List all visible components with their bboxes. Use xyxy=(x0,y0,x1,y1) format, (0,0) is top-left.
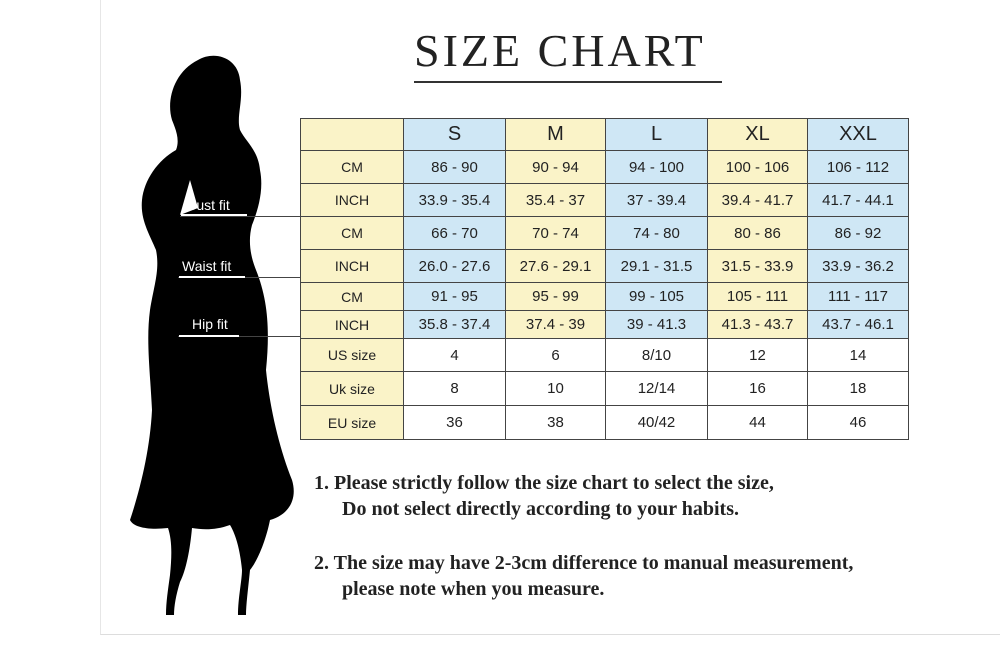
header-corner xyxy=(300,118,404,151)
table-cell: 106 - 112 xyxy=(807,150,909,184)
table-cell: 105 - 111 xyxy=(707,282,808,311)
table-cell: 41.3 - 43.7 xyxy=(707,310,808,339)
waist-fit-label: Waist fit xyxy=(182,258,232,274)
table-row: EU size 36 38 40/42 44 46 xyxy=(300,405,909,440)
waist-underline xyxy=(179,276,245,278)
table-cell: 8/10 xyxy=(605,338,708,372)
hip-underline xyxy=(179,335,239,337)
size-header-s: S xyxy=(403,118,506,151)
table-cell: 86 - 90 xyxy=(403,150,506,184)
note-1: 1. Please strictly follow the size chart… xyxy=(314,470,774,522)
page-title: SIZE CHART xyxy=(414,25,706,76)
table-cell: 4 xyxy=(403,338,506,372)
row-label: EU size xyxy=(300,405,404,440)
row-label: CM xyxy=(300,282,404,311)
hip-line xyxy=(178,336,300,337)
size-header-xxl: XXL xyxy=(807,118,909,151)
title-underline xyxy=(414,81,722,83)
table-cell: 37.4 - 39 xyxy=(505,310,606,339)
row-label: INCH xyxy=(300,183,404,217)
table-row: US size 4 6 8/10 12 14 xyxy=(300,338,909,372)
table-cell: 12/14 xyxy=(605,371,708,406)
row-label: INCH xyxy=(300,310,404,339)
note-2-line-1: 2. The size may have 2-3cm difference to… xyxy=(314,552,854,574)
table-cell: 36 xyxy=(403,405,506,440)
frame-border xyxy=(100,0,1000,635)
table-cell: 94 - 100 xyxy=(605,150,708,184)
table-cell: 44 xyxy=(707,405,808,440)
table-cell: 41.7 - 44.1 xyxy=(807,183,909,217)
table-cell: 35.8 - 37.4 xyxy=(403,310,506,339)
note-1-line-2: Do not select directly according to your… xyxy=(342,498,740,520)
table-cell: 39.4 - 41.7 xyxy=(707,183,808,217)
table-row: INCH 33.9 - 35.4 35.4 - 37 37 - 39.4 39.4 - … xyxy=(300,183,909,217)
table-cell: 37 - 39.4 xyxy=(605,183,708,217)
size-header-m: M xyxy=(505,118,606,151)
table-cell: 43.7 - 46.1 xyxy=(807,310,909,339)
table-cell: 46 xyxy=(807,405,909,440)
header-row: S M L XL XXL xyxy=(300,118,909,151)
row-label: INCH xyxy=(300,249,404,283)
table-cell: 70 - 74 xyxy=(505,216,606,250)
table-row: INCH 26.0 - 27.6 27.6 - 29.1 29.1 - 31.5 31.… xyxy=(300,249,909,283)
bust-line xyxy=(180,216,300,217)
table-cell: 16 xyxy=(707,371,808,406)
table-cell: 95 - 99 xyxy=(505,282,606,311)
table-cell: 14 xyxy=(807,338,909,372)
table-cell: 66 - 70 xyxy=(403,216,506,250)
note-2: 2. The size may have 2-3cm difference to… xyxy=(314,550,853,602)
size-header-xl: XL xyxy=(707,118,808,151)
row-label: Uk size xyxy=(300,371,404,406)
size-header-l: L xyxy=(605,118,708,151)
table-cell: 90 - 94 xyxy=(505,150,606,184)
table-cell: 26.0 - 27.6 xyxy=(403,249,506,283)
table-cell: 18 xyxy=(807,371,909,406)
table-cell: 29.1 - 31.5 xyxy=(605,249,708,283)
table-cell: 31.5 - 33.9 xyxy=(707,249,808,283)
table-row: CM 86 - 90 90 - 94 94 - 100 100 - 106 106 - 1… xyxy=(300,150,909,184)
table-cell: 91 - 95 xyxy=(403,282,506,311)
table-cell: 38 xyxy=(505,405,606,440)
table-row: INCH 35.8 - 37.4 37.4 - 39 39 - 41.3 41.3 - … xyxy=(300,310,909,339)
table-cell: 33.9 - 35.4 xyxy=(403,183,506,217)
table-cell: 27.6 - 29.1 xyxy=(505,249,606,283)
table-cell: 8 xyxy=(403,371,506,406)
bust-fit-label: Bust fit xyxy=(187,197,230,213)
table-cell: 80 - 86 xyxy=(707,216,808,250)
table-cell: 74 - 80 xyxy=(605,216,708,250)
table-cell: 100 - 106 xyxy=(707,150,808,184)
table-cell: 6 xyxy=(505,338,606,372)
row-label: US size xyxy=(300,338,404,372)
table-cell: 35.4 - 37 xyxy=(505,183,606,217)
table-cell: 39 - 41.3 xyxy=(605,310,708,339)
note-1-line-1: 1. Please strictly follow the size chart… xyxy=(314,472,774,494)
table-cell: 40/42 xyxy=(605,405,708,440)
table-row: CM 66 - 70 70 - 74 74 - 80 80 - 86 86 - 92 xyxy=(300,216,909,250)
table-cell: 10 xyxy=(505,371,606,406)
table-row: Uk size 8 10 12/14 16 18 xyxy=(300,371,909,406)
note-2-line-2: please note when you measure. xyxy=(342,578,605,600)
table-cell: 33.9 - 36.2 xyxy=(807,249,909,283)
table-cell: 99 - 105 xyxy=(605,282,708,311)
table-cell: 86 - 92 xyxy=(807,216,909,250)
bust-underline xyxy=(181,214,247,216)
table-cell: 12 xyxy=(707,338,808,372)
row-label: CM xyxy=(300,150,404,184)
table-row: CM 91 - 95 95 - 99 99 - 105 105 - 111 111 - 1… xyxy=(300,282,909,311)
size-table: S M L XL XXL CM 86 - 90 90 - 94 94 - 100 100 - 10… xyxy=(300,118,909,440)
table-cell: 111 - 117 xyxy=(807,282,909,311)
hip-fit-label: Hip fit xyxy=(192,316,228,332)
row-label: CM xyxy=(300,216,404,250)
